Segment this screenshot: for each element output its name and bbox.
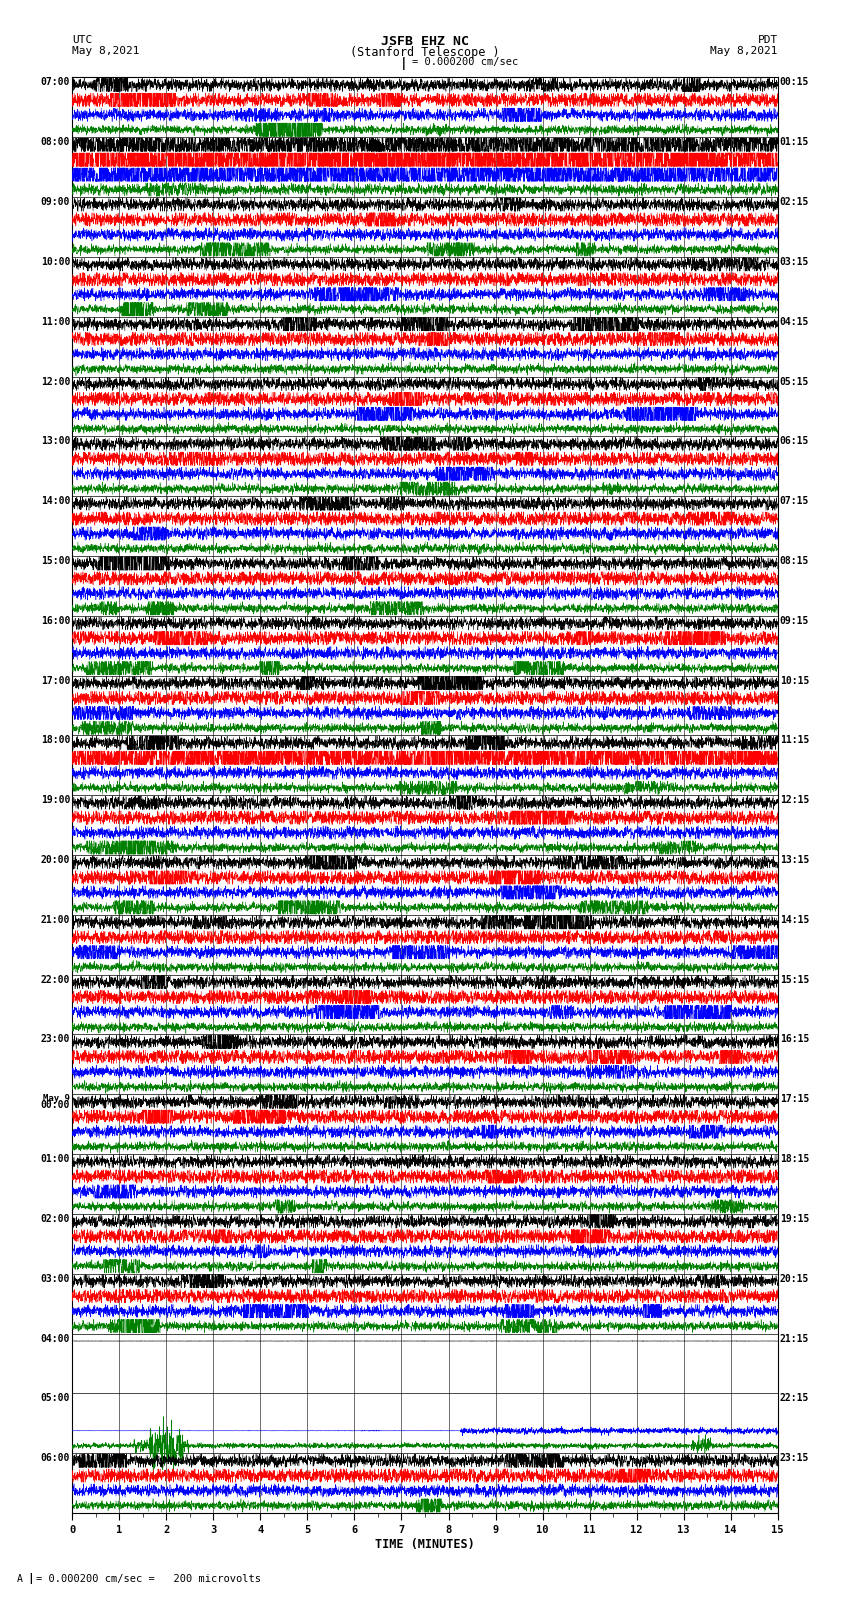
Text: 13:00: 13:00: [41, 436, 71, 447]
Text: 07:15: 07:15: [779, 497, 809, 506]
Text: 20:00: 20:00: [41, 855, 71, 865]
Text: 22:15: 22:15: [779, 1394, 809, 1403]
Text: 19:00: 19:00: [41, 795, 71, 805]
Text: (Stanford Telescope ): (Stanford Telescope ): [350, 45, 500, 60]
Text: 21:00: 21:00: [41, 915, 71, 924]
Text: 17:00: 17:00: [41, 676, 71, 686]
Text: 04:15: 04:15: [779, 316, 809, 327]
Text: 21:15: 21:15: [779, 1334, 809, 1344]
Text: 03:15: 03:15: [779, 256, 809, 266]
Text: 01:00: 01:00: [41, 1155, 71, 1165]
Text: A: A: [17, 1574, 23, 1584]
Text: = 0.000200 cm/sec =   200 microvolts: = 0.000200 cm/sec = 200 microvolts: [36, 1574, 261, 1584]
Text: 22:00: 22:00: [41, 974, 71, 984]
Text: 19:15: 19:15: [779, 1215, 809, 1224]
Text: 02:00: 02:00: [41, 1215, 71, 1224]
Text: 23:00: 23:00: [41, 1034, 71, 1045]
Text: 08:15: 08:15: [779, 556, 809, 566]
Text: 20:15: 20:15: [779, 1274, 809, 1284]
Text: 00:00: 00:00: [41, 1100, 71, 1110]
Text: = 0.000200 cm/sec: = 0.000200 cm/sec: [412, 58, 518, 68]
Text: 23:15: 23:15: [779, 1453, 809, 1463]
X-axis label: TIME (MINUTES): TIME (MINUTES): [375, 1537, 475, 1550]
Text: PDT: PDT: [757, 35, 778, 45]
Text: 12:00: 12:00: [41, 376, 71, 387]
Text: 09:15: 09:15: [779, 616, 809, 626]
Text: 15:00: 15:00: [41, 556, 71, 566]
Text: May 8,2021: May 8,2021: [72, 45, 139, 56]
Text: 13:15: 13:15: [779, 855, 809, 865]
Text: 18:15: 18:15: [779, 1155, 809, 1165]
Text: May 8,2021: May 8,2021: [711, 45, 778, 56]
Text: May 9: May 9: [43, 1094, 71, 1103]
Text: 11:00: 11:00: [41, 316, 71, 327]
Text: 02:15: 02:15: [779, 197, 809, 206]
Text: 06:15: 06:15: [779, 436, 809, 447]
Text: 00:15: 00:15: [779, 77, 809, 87]
Text: 17:15: 17:15: [779, 1094, 809, 1105]
Text: 06:00: 06:00: [41, 1453, 71, 1463]
Text: 18:00: 18:00: [41, 736, 71, 745]
Text: 15:15: 15:15: [779, 974, 809, 984]
Text: 12:15: 12:15: [779, 795, 809, 805]
Text: 10:15: 10:15: [779, 676, 809, 686]
Text: |: |: [400, 58, 407, 71]
Text: 03:00: 03:00: [41, 1274, 71, 1284]
Text: 16:00: 16:00: [41, 616, 71, 626]
Text: 10:00: 10:00: [41, 256, 71, 266]
Text: 01:15: 01:15: [779, 137, 809, 147]
Text: 05:15: 05:15: [779, 376, 809, 387]
Text: 14:00: 14:00: [41, 497, 71, 506]
Text: 04:00: 04:00: [41, 1334, 71, 1344]
Text: 07:00: 07:00: [41, 77, 71, 87]
Text: 11:15: 11:15: [779, 736, 809, 745]
Text: 08:00: 08:00: [41, 137, 71, 147]
Text: JSFB EHZ NC: JSFB EHZ NC: [381, 35, 469, 48]
Text: 05:00: 05:00: [41, 1394, 71, 1403]
Text: UTC: UTC: [72, 35, 93, 45]
Text: 16:15: 16:15: [779, 1034, 809, 1045]
Text: 14:15: 14:15: [779, 915, 809, 924]
Text: |: |: [27, 1573, 34, 1584]
Text: 09:00: 09:00: [41, 197, 71, 206]
